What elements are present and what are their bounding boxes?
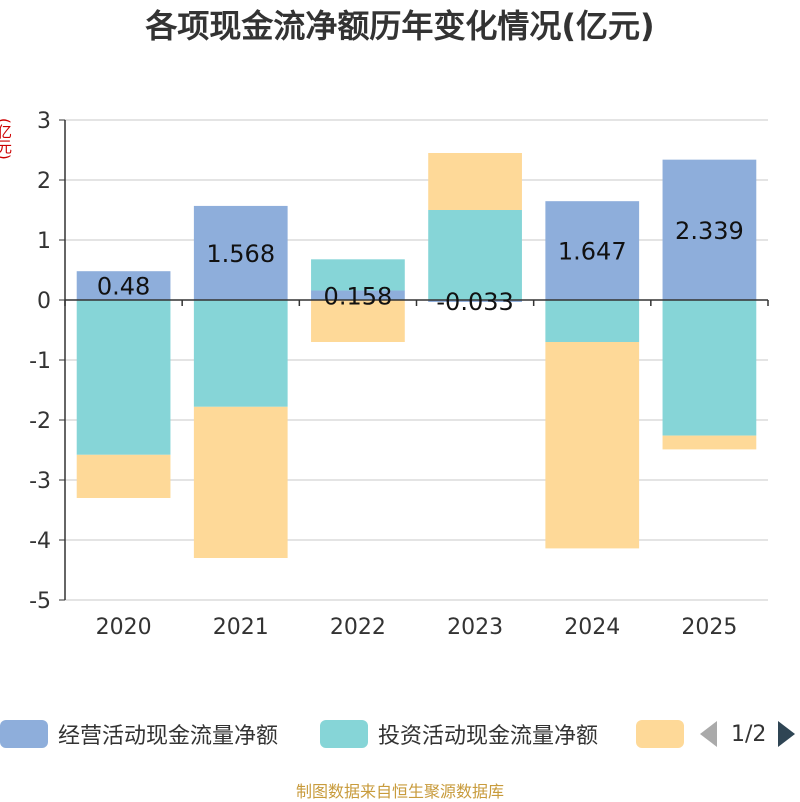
bar-3-2023	[428, 153, 522, 210]
x-tick-label: 2023	[447, 615, 503, 640]
bars	[76, 153, 757, 558]
bar-2-2025	[662, 300, 757, 436]
bar-3-2020	[76, 454, 171, 498]
y-tick-label: 2	[37, 169, 51, 194]
bar-2-2020	[76, 300, 171, 455]
legend-item-financing[interactable]	[636, 716, 694, 752]
axes: 3 2 1 0 -1 -2 -3 -4 -5 2020 2021 2022 2023 2024 2025	[29, 109, 769, 640]
x-tick-label: 2022	[330, 615, 386, 640]
data-label: -0.033	[436, 288, 513, 316]
data-label: 0.158	[324, 282, 393, 310]
legend-swatch-operating	[0, 720, 48, 748]
y-tick-label: -4	[29, 529, 51, 554]
bar-1-2021	[193, 205, 288, 300]
data-labels: 0.48 1.568 0.158 -0.033 1.647 2.339	[97, 217, 744, 316]
data-label: 1.647	[558, 238, 627, 266]
grid-lines	[65, 119, 768, 601]
data-label: 1.568	[206, 240, 275, 268]
bar-2-2021	[193, 300, 288, 407]
y-tick-label: -2	[29, 409, 51, 434]
x-tick-label: 2025	[681, 615, 737, 640]
y-tick-label: -1	[29, 349, 51, 374]
data-label: 0.48	[97, 273, 150, 301]
bar-3-2024	[545, 342, 640, 549]
data-source-footer: 制图数据来自恒生聚源数据库	[295, 782, 504, 801]
y-tick-label: -3	[29, 469, 51, 494]
chart-title: 各项现金流净额历年变化情况(亿元)	[145, 7, 655, 45]
bar-2-2022	[311, 259, 405, 291]
x-tick-label: 2021	[213, 615, 269, 640]
bar-3-2021	[193, 406, 288, 558]
legend-swatch-financing	[636, 720, 684, 748]
legend-swatch-investing	[320, 720, 368, 748]
x-tick-label: 2024	[564, 615, 620, 640]
bar-1-2023	[428, 300, 522, 302]
data-label: 2.339	[675, 217, 744, 245]
y-tick-label: 3	[37, 109, 51, 134]
legend-next-page-icon[interactable]	[778, 721, 796, 747]
legend-item-investing[interactable]: 投资活动现金流量净额	[320, 716, 598, 752]
y-tick-label: -5	[29, 589, 51, 614]
legend-page-indicator: 1/2	[731, 721, 767, 747]
bar-3-2025	[662, 435, 757, 450]
bar-1-2020	[76, 271, 171, 300]
legend-label-investing: 投资活动现金流量净额	[378, 724, 599, 749]
bar-2-2023	[428, 210, 522, 300]
bar-1-2025	[662, 159, 757, 300]
legend-item-operating[interactable]: 经营活动现金流量净额	[0, 716, 278, 752]
bar-2-2024	[545, 300, 640, 342]
legend: 经营活动现金流量净额 投资活动现金流量净额	[0, 716, 800, 752]
bar-1-2024	[545, 201, 640, 300]
legend-pager: 1/2	[700, 716, 796, 752]
legend-label-operating: 经营活动现金流量净额	[58, 724, 279, 749]
x-tick-label: 2020	[96, 615, 152, 640]
y-tick-label: 0	[37, 289, 51, 314]
legend-prev-page-icon[interactable]	[700, 721, 717, 747]
y-tick-label: 1	[37, 229, 51, 254]
y-axis-unit-label: (亿元)	[0, 118, 13, 160]
bar-1-2022	[311, 290, 405, 300]
bar-3-2022	[311, 300, 405, 342]
